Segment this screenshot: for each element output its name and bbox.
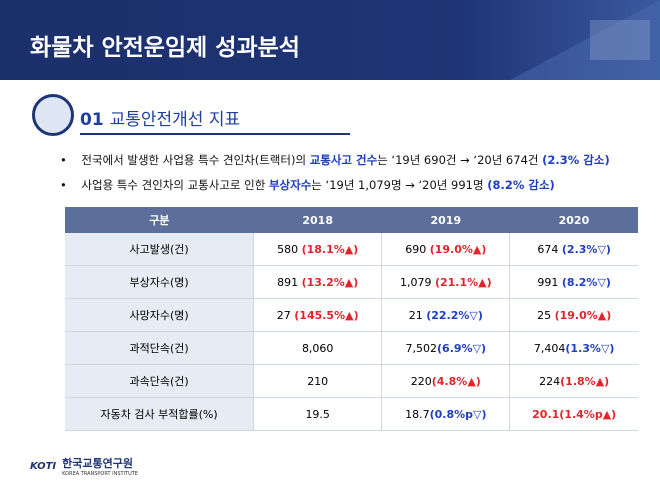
header-band: 화물차 안전운임제 성과분석 — [0, 0, 660, 80]
table-cell: 사망자수(명) — [65, 298, 254, 332]
text-run: (2.3% 감소) — [542, 153, 610, 167]
section-title: 교통안전개선 지표 — [109, 110, 241, 130]
text-run: (4.8%▲) — [431, 374, 481, 388]
text-run: 20.1(1.4%p▲) — [532, 407, 617, 421]
bullet-marker: • — [60, 178, 82, 192]
table-cell: 674 (2.3%▽) — [509, 233, 638, 266]
text-run: 사업용 특수 견인차의 교통사고로 인한 — [81, 178, 269, 192]
page-title: 화물차 안전운임제 성과분석 — [30, 35, 300, 61]
footer-logo: KOTI 한국교통연구원 KOREA TRANSPORT INSTITUTE — [30, 455, 138, 477]
section-heading: 01 교통안전개선 지표 — [80, 105, 240, 130]
text-run: 사망자수(명) — [129, 309, 189, 322]
text-run: 224 — [539, 374, 561, 388]
logo-mark: KOTI — [30, 460, 57, 472]
text-run: 과적단속(건) — [129, 342, 189, 355]
table-row: 사망자수(명) 27 (145.5%▲) 21 (22.2%▽) 25 (19.0%▲… — [65, 298, 638, 332]
table-cell: 210 — [253, 364, 382, 398]
text-run: 674 — [537, 242, 562, 256]
text-run: 7,404 — [533, 341, 566, 355]
text-run: 21 — [408, 308, 427, 322]
text-run: (1.8%▲) — [560, 374, 610, 388]
text-run: 27 — [276, 308, 295, 322]
table-cell: 7,502(6.9%▽) — [381, 331, 510, 365]
table-cell: 사고발생(건) — [65, 233, 254, 266]
text-run: 580 — [277, 242, 302, 256]
text-run: 1,079 — [399, 275, 435, 289]
text-run: 는 ‘19년 1,079명 → ‘20년 991명 — [311, 178, 488, 192]
section-number: 01 — [80, 110, 104, 130]
section-rule — [80, 133, 350, 135]
bullet: • 사업용 특수 견인차의 교통사고로 인한 부상자수는 ‘19년 1,079명… — [60, 177, 555, 193]
table-cell: 과속단속(건) — [65, 364, 254, 398]
logo-name: 한국교통연구원 — [62, 457, 133, 470]
text-run: 690 — [405, 242, 430, 256]
text-run: 전국에서 발생한 사업용 특수 견인차(트랙터)의 — [81, 153, 310, 167]
table-row: 부상자수(명) 891 (13.2%▲) 1,079 (21.1%▲) 991 (8.… — [65, 265, 638, 299]
table-row: 자동차 검사 부적합률(%) 19.5 18.7(0.8%p▽) 20.1(1.4%p… — [65, 397, 638, 431]
header-decoration — [510, 0, 660, 80]
text-run: (0.8%p▽) — [429, 407, 487, 421]
table-cell: 18.7(0.8%p▽) — [381, 397, 510, 431]
text-run: 220 — [410, 374, 432, 388]
column-header: 2020 — [509, 207, 638, 233]
header-row: 구분 2018 2019 2020 — [65, 207, 638, 233]
column-header: 2019 — [381, 207, 510, 233]
table-cell: 25 (19.0%▲) — [509, 298, 638, 332]
text-run: 사고발생(건) — [129, 243, 189, 256]
text-run: 과속단속(건) — [129, 375, 189, 388]
text-run: 18.7 — [405, 407, 430, 421]
text-run: (19.0%▲) — [554, 308, 612, 322]
table-cell: 20.1(1.4%p▲) — [509, 397, 638, 431]
text-run: (19.0%▲) — [429, 242, 487, 256]
text-run: (22.2%▽) — [426, 308, 483, 322]
text-run: 는 ‘19년 690건 → ‘20년 674건 — [377, 153, 543, 167]
table-row: 과적단속(건) 8,060 7,502(6.9%▽) 7,404(1.3%▽) — [65, 331, 638, 365]
column-header: 구분 — [65, 207, 254, 233]
section-icon — [32, 94, 74, 136]
text-run: 210 — [307, 374, 329, 388]
text-run: (21.1%▲) — [434, 275, 492, 289]
text-run: 991 — [537, 275, 562, 289]
data-table: 구분 2018 2019 2020 사고발생(건) 580 (18.1%▲) 690 (19… — [65, 207, 638, 431]
text-run: (145.5%▲) — [294, 308, 359, 322]
text-run: (8.2% 감소) — [487, 178, 555, 192]
table-cell: 자동차 검사 부적합률(%) — [65, 397, 254, 431]
text-run: (2.3%▽) — [561, 242, 611, 256]
logo-subtitle: KOREA TRANSPORT INSTITUTE — [62, 471, 138, 477]
column-header: 2018 — [253, 207, 382, 233]
text-run: 25 — [537, 308, 555, 322]
bullet: • 전국에서 발생한 사업용 특수 견인차(트랙터)의 교통사고 건수는 ‘19… — [60, 152, 610, 168]
text-run: 자동차 검사 부적합률(%) — [100, 408, 218, 421]
table-cell: 991 (8.2%▽) — [509, 265, 638, 299]
text-run: (1.3%▽) — [565, 341, 615, 355]
text-run: 교통사고 건수 — [309, 153, 378, 167]
table-cell: 580 (18.1%▲) — [253, 233, 382, 266]
table-row: 사고발생(건) 580 (18.1%▲) 690 (19.0%▲) 674 (2.3%… — [65, 233, 638, 266]
table-cell: 690 (19.0%▲) — [381, 233, 510, 266]
text-run: 7,502 — [405, 341, 438, 355]
table-cell: 27 (145.5%▲) — [253, 298, 382, 332]
table-cell: 19.5 — [253, 397, 382, 431]
text-run: 891 — [277, 275, 302, 289]
text-run: (6.9%▽) — [437, 341, 487, 355]
text-run: 부상자수 — [268, 178, 312, 192]
table-cell: 7,404(1.3%▽) — [509, 331, 638, 365]
table-cell: 과적단속(건) — [65, 331, 254, 365]
text-run: (18.1%▲) — [301, 242, 359, 256]
table-row: 과속단속(건) 210 220(4.8%▲) 224(1.8%▲) — [65, 364, 638, 398]
table-cell: 891 (13.2%▲) — [253, 265, 382, 299]
text-run: 부상자수(명) — [129, 276, 189, 289]
text-run: 19.5 — [305, 407, 330, 421]
text-run: (8.2%▽) — [561, 275, 611, 289]
table-cell: 부상자수(명) — [65, 265, 254, 299]
table-cell: 21 (22.2%▽) — [381, 298, 510, 332]
table-cell: 8,060 — [253, 331, 382, 365]
text-run: (13.2%▲) — [301, 275, 359, 289]
table-cell: 224(1.8%▲) — [509, 364, 638, 398]
bullet-marker: • — [60, 153, 82, 167]
table-cell: 1,079 (21.1%▲) — [381, 265, 510, 299]
text-run: 8,060 — [301, 341, 334, 355]
table-cell: 220(4.8%▲) — [381, 364, 510, 398]
